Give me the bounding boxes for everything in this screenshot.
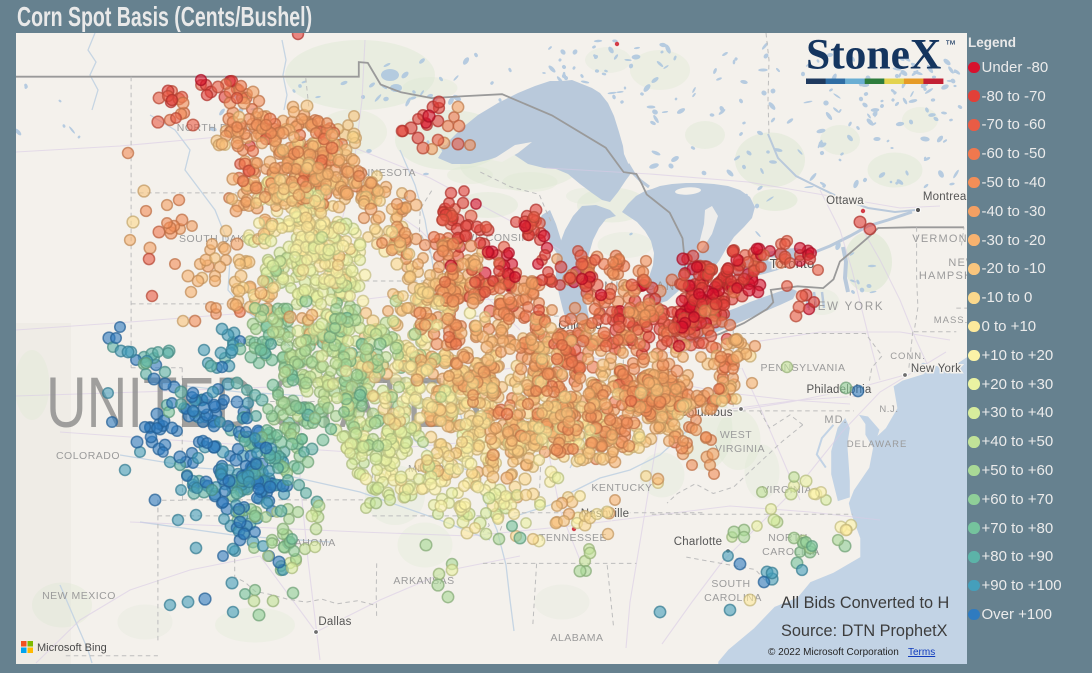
svg-text:Dallas: Dallas — [318, 616, 351, 628]
svg-text:COLORADO: COLORADO — [56, 450, 120, 462]
svg-text:ARKANSAS: ARKANSAS — [393, 575, 454, 587]
svg-text:New York: New York — [911, 363, 961, 375]
svg-text:SOUTH: SOUTH — [711, 578, 750, 590]
svg-text:Ottawa: Ottawa — [826, 195, 864, 207]
svg-text:ALABAMA: ALABAMA — [550, 632, 603, 644]
svg-text:VIRGINIA: VIRGINIA — [715, 443, 765, 455]
svg-text:MD.: MD. — [824, 414, 847, 426]
svg-text:TENNESSEE: TENNESSEE — [539, 532, 607, 544]
svg-text:Montreal: Montreal — [923, 191, 967, 203]
svg-text:CONN.: CONN. — [890, 351, 926, 362]
svg-text:MASS.: MASS. — [934, 315, 967, 326]
svg-text:DELAWARE: DELAWARE — [847, 439, 908, 450]
svg-text:StoneX: StoneX — [806, 33, 941, 79]
svg-text:Source: DTN ProphetX: Source: DTN ProphetX — [781, 622, 948, 640]
svg-text:Terms: Terms — [908, 647, 935, 658]
svg-text:Charlotte: Charlotte — [674, 536, 722, 548]
svg-text:WEST: WEST — [720, 429, 752, 441]
svg-text:NEW: NEW — [948, 257, 967, 269]
svg-text:HAMPSHIRE: HAMPSHIRE — [919, 270, 967, 282]
svg-text:© 2022 Microsoft Corporation: © 2022 Microsoft Corporation — [768, 647, 899, 658]
svg-text:KENTUCKY: KENTUCKY — [591, 482, 652, 494]
svg-text:Microsoft Bing: Microsoft Bing — [37, 642, 107, 654]
svg-text:All Bids Converted to H: All Bids Converted to H — [781, 594, 949, 612]
svg-text:VERMONT: VERMONT — [912, 233, 967, 245]
svg-text:PENNSYLVANIA: PENNSYLVANIA — [761, 362, 846, 374]
svg-text:NEW MEXICO: NEW MEXICO — [42, 590, 116, 602]
svg-text:N.J.: N.J. — [879, 404, 898, 415]
svg-text:™: ™ — [945, 39, 956, 51]
svg-text:NEW YORK: NEW YORK — [808, 301, 885, 313]
